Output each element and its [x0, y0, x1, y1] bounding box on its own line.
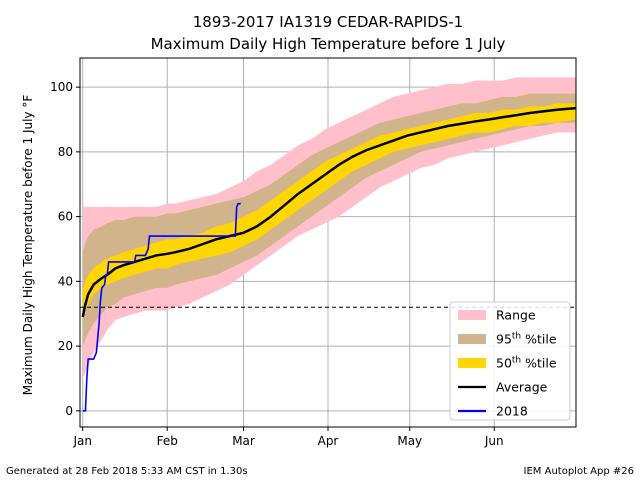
legend-label: 2018: [496, 404, 528, 419]
x-tick-label: May: [397, 434, 422, 448]
y-tick-label: 100: [50, 80, 73, 94]
legend-box: [449, 301, 571, 421]
footer-generated: Generated at 28 Feb 2018 5:33 AM CST in …: [6, 466, 248, 477]
legend-swatch: [458, 310, 486, 320]
x-tick-label: Jan: [72, 434, 92, 448]
band-range: [82, 77, 576, 379]
legend-label: Average: [496, 380, 548, 395]
y-tick-label: 0: [65, 404, 73, 418]
average-line: [81, 106, 576, 318]
x-tick-label: Feb: [157, 434, 178, 448]
legend-label: Range: [496, 308, 536, 323]
footer-app: IEM Autoplot App #26: [524, 466, 634, 477]
x-tick-label: Apr: [318, 434, 339, 448]
band-50th-percentile: [82, 103, 576, 321]
legend-label: 50th %tile: [496, 356, 557, 371]
y-tick-label: 20: [58, 339, 73, 353]
chart-subtitle: Maximum Daily High Temperature before 1 …: [151, 35, 506, 53]
legend: Range 95th %tile 50th %tile Average 2018: [449, 301, 571, 421]
x-tick-label: Jun: [484, 434, 504, 448]
y-tick-label: 60: [58, 210, 73, 224]
y-axis-label: Maximum Daily High Temperature before 1 …: [21, 95, 35, 396]
legend-swatch: [458, 334, 486, 344]
legend-label: 95th %tile: [496, 332, 557, 347]
series-2018-line: [82, 202, 241, 412]
chart-title: 1893-2017 IA1319 CEDAR-RAPIDS-1: [193, 13, 463, 31]
legend-swatch: [458, 358, 486, 368]
y-tick-label: 40: [58, 274, 73, 288]
y-tick-label: 80: [58, 145, 73, 159]
x-tick-label: Mar: [232, 434, 255, 448]
